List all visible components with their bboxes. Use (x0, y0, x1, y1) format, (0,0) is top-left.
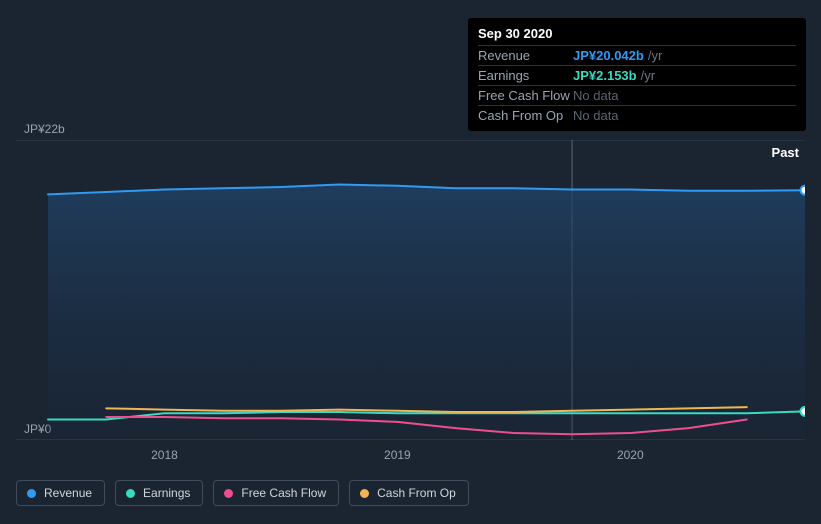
legend-dot-icon (27, 489, 36, 498)
legend-item[interactable]: Free Cash Flow (213, 480, 339, 506)
legend-item-label: Earnings (143, 486, 190, 500)
tooltip-row: Cash From OpNo data (478, 105, 796, 125)
x-axis-tick-label: 2020 (617, 448, 644, 462)
tooltip-row-nodata: No data (573, 108, 619, 123)
legend-dot-icon (360, 489, 369, 498)
chart-container: { "background_color": "#1b2431", "grid_c… (0, 0, 821, 524)
tooltip-row-label: Cash From Op (478, 108, 573, 123)
tooltip-row-label: Earnings (478, 68, 573, 83)
legend-item-label: Revenue (44, 486, 92, 500)
x-axis-tick-label: 2019 (384, 448, 411, 462)
tooltip-row-value: JP¥2.153b (573, 68, 637, 83)
tooltip-row-label: Free Cash Flow (478, 88, 573, 103)
legend-item[interactable]: Earnings (115, 480, 203, 506)
x-axis-tick-label: 2018 (151, 448, 178, 462)
chart-legend: Revenue Earnings Free Cash Flow Cash From O… (16, 480, 469, 506)
legend-dot-icon (224, 489, 233, 498)
legend-dot-icon (126, 489, 135, 498)
chart-plot-area (16, 140, 805, 440)
legend-item-label: Free Cash Flow (241, 486, 326, 500)
tooltip-row-label: Revenue (478, 48, 573, 63)
legend-item[interactable]: Cash From Op (349, 480, 469, 506)
tooltip-row-suffix: /yr (641, 68, 655, 83)
tooltip-row: RevenueJP¥20.042b /yr (478, 45, 796, 65)
legend-item[interactable]: Revenue (16, 480, 105, 506)
tooltip-row-value: JP¥20.042b (573, 48, 644, 63)
tooltip-row-suffix: /yr (648, 48, 662, 63)
tooltip-row-nodata: No data (573, 88, 619, 103)
y-axis-max-label: JP¥22b (24, 122, 65, 136)
tooltip-row: EarningsJP¥2.153b /yr (478, 65, 796, 85)
chart-svg (16, 140, 805, 440)
legend-item-label: Cash From Op (377, 486, 456, 500)
chart-tooltip: Sep 30 2020 RevenueJP¥20.042b /yrEarning… (468, 18, 806, 131)
tooltip-row: Free Cash FlowNo data (478, 85, 796, 105)
tooltip-date: Sep 30 2020 (478, 24, 796, 45)
